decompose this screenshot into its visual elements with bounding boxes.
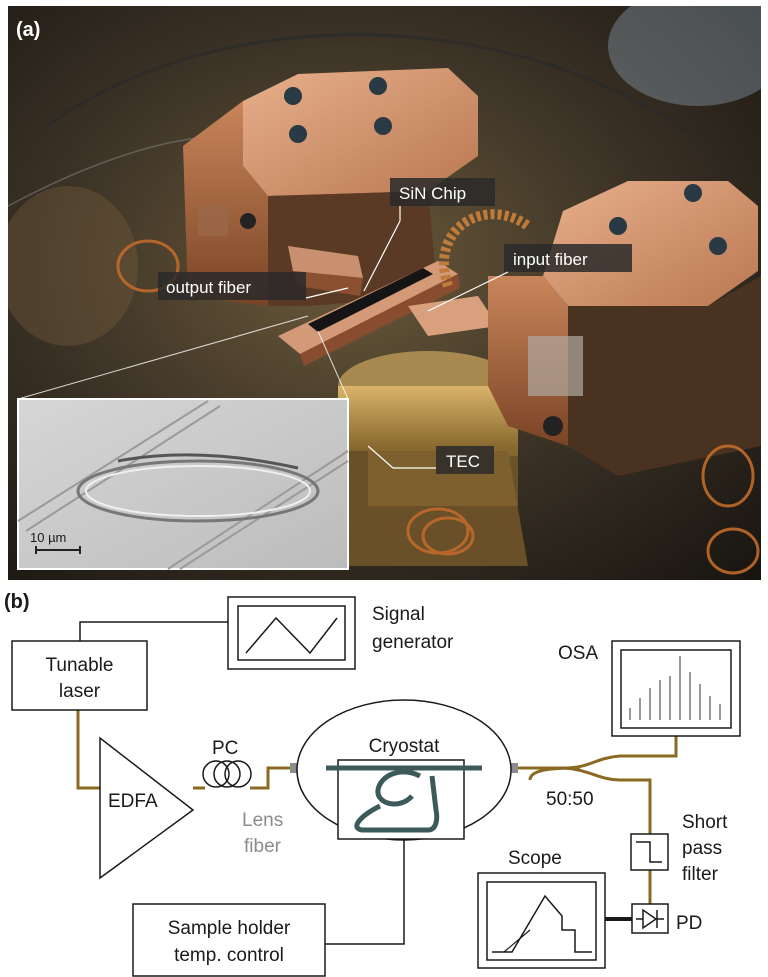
svg-text:pass: pass [682, 838, 722, 859]
fiber-out-osa [518, 736, 678, 770]
svg-text:SiN Chip: SiN Chip [399, 184, 466, 203]
svg-text:input fiber: input fiber [513, 250, 588, 269]
fiber-laser-edfa [76, 710, 100, 790]
svg-text:Cryostat: Cryostat [369, 736, 440, 757]
cryostat: Cryostat [296, 699, 512, 841]
svg-text:Signal: Signal [372, 604, 425, 625]
schematic-diagram: (b) Tunable laser Signal generator EDFA [4, 591, 741, 977]
svg-text:EDFA: EDFA [108, 791, 158, 812]
short-pass-filter: Short pass filter [630, 812, 728, 885]
scope-trace-icon [492, 894, 592, 953]
svg-text:TEC: TEC [446, 452, 480, 471]
svg-text:OSA: OSA [558, 643, 598, 664]
fiber-pc-lens [250, 766, 290, 790]
svg-text:laser: laser [59, 681, 101, 702]
svg-text:temp. control: temp. control [174, 945, 284, 966]
svg-text:Short: Short [682, 812, 728, 833]
svg-text:generator: generator [372, 632, 454, 653]
scale-bar-label: 10 µm [30, 530, 66, 545]
photodiode: PD [631, 903, 702, 934]
svg-text:PC: PC [212, 738, 238, 759]
scope-box: Scope [477, 848, 606, 969]
svg-text:PD: PD [676, 913, 702, 934]
svg-text:Tunable: Tunable [46, 655, 114, 676]
polarization-controller: PC [202, 738, 252, 788]
signal-generator-box: Signal generator [227, 596, 454, 670]
callout-sin-chip: SiN Chip [363, 178, 495, 292]
triangle-wave-icon [245, 616, 338, 655]
svg-text:Sample holder: Sample holder [168, 918, 291, 939]
edfa-amplifier: EDFA [99, 736, 195, 880]
callout-tec: TEC [367, 445, 494, 474]
svg-text:Scope: Scope [508, 848, 562, 869]
ring-waveguide [375, 769, 422, 807]
coupler-label: 50:50 [546, 789, 594, 810]
photo-panel: 10 µm (a) SiN Chip input fiber output fi… [8, 6, 761, 580]
panel-b-label: (b) [4, 591, 30, 613]
setup-photo: 10 µm (a) SiN Chip input fiber output fi… [8, 6, 761, 580]
svg-text:output fiber: output fiber [166, 278, 251, 297]
svg-text:filter: filter [682, 864, 719, 885]
filter-step-icon [636, 841, 662, 863]
cryostat-to-holder-wire [325, 840, 405, 945]
callout-input-fiber: input fiber [427, 244, 632, 312]
tunable-laser-box: Tunable laser [11, 640, 148, 711]
svg-text:Lens: Lens [242, 810, 283, 831]
svg-text:fiber: fiber [244, 836, 282, 857]
callout-output-fiber: output fiber [158, 272, 349, 300]
sem-inset: 10 µm [17, 398, 349, 570]
fiber-coupler-to-filter [564, 766, 652, 834]
sample-holder-box: Sample holder temp. control [132, 903, 326, 977]
laser-to-generator-wire [79, 621, 228, 641]
spectrum-lines-icon [629, 656, 721, 720]
osa-box: OSA [558, 640, 741, 737]
panel-a-label: (a) [16, 19, 40, 41]
lens-fiber-label: Lens fiber [242, 810, 283, 857]
